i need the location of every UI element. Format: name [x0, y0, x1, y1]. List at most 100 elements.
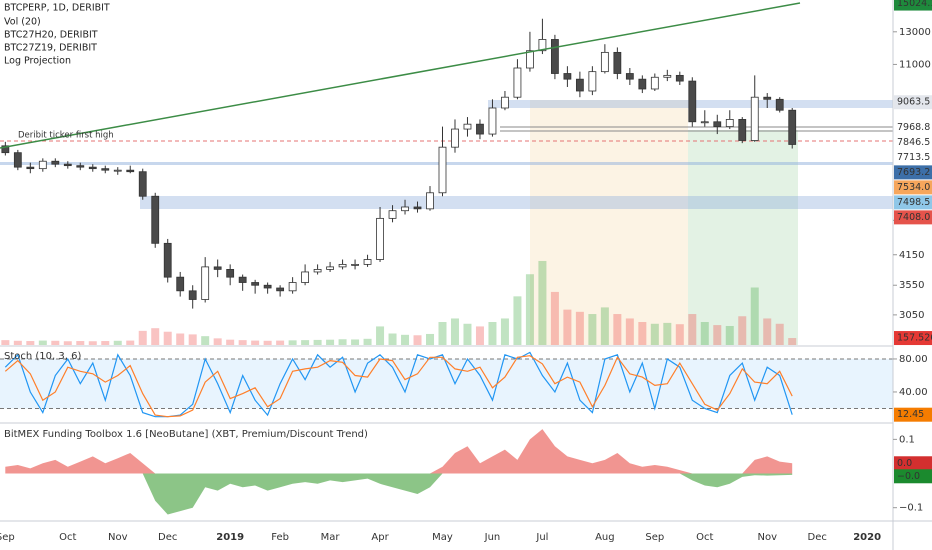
candle-body [750, 96, 759, 141]
candle-body [501, 96, 509, 109]
candle-body [138, 171, 147, 197]
volume-bar [450, 318, 459, 345]
candle-body [113, 169, 122, 172]
volume-bar [176, 333, 185, 345]
volume-bar [126, 340, 135, 345]
price-zone [0, 162, 893, 165]
volume-bar [38, 340, 47, 345]
volume-bar [313, 339, 322, 345]
y-tick-label: 4150 [899, 250, 924, 261]
price-label: 7408.0 [897, 212, 930, 223]
time-axis [0, 521, 932, 550]
candle-body [238, 276, 247, 283]
candle-body [213, 266, 222, 270]
label-box [894, 331, 932, 346]
candle-body [413, 206, 422, 210]
x-tick-label: Sep [0, 532, 15, 543]
label-box [894, 407, 932, 422]
x-tick-label: Jun [484, 532, 501, 543]
label-box [894, 456, 932, 471]
volume-bar [88, 341, 97, 345]
candle-body [126, 169, 135, 173]
x-tick-label: Nov [757, 532, 777, 543]
candle-body [763, 96, 772, 100]
volume-bar [475, 326, 484, 345]
candle-body [476, 123, 484, 135]
candle-body [700, 121, 709, 124]
y-tick-label: 11000 [899, 59, 931, 70]
volume-bar [650, 323, 659, 345]
volume-bar [363, 338, 372, 345]
volume-bar [263, 340, 272, 345]
x-tick-label: Dec [158, 532, 177, 543]
x-tick-label: Apr [371, 532, 389, 543]
volume-bar [76, 341, 85, 345]
volume-bar [600, 307, 609, 345]
legend-item: Log Projection [4, 56, 71, 67]
volume-bar [201, 336, 210, 345]
volume-bar [538, 260, 547, 345]
candle-body [650, 76, 659, 90]
projection-zone [688, 130, 798, 345]
candle-body [663, 74, 672, 78]
candle-body [363, 259, 372, 265]
label-box [894, 195, 932, 210]
candle-body [176, 276, 185, 292]
candle-body [451, 128, 459, 148]
marks [0, 18, 893, 515]
pane-title: BitMEX Funding Toolbox 1.6 [NeoButane] (… [4, 429, 368, 440]
price-label: −0.0 [897, 471, 920, 482]
candle-body [588, 71, 597, 92]
volume-bar [1, 340, 10, 345]
label-box [894, 165, 932, 180]
candle-body [613, 51, 622, 74]
legend-item: BTC27H20, DERIBIT [4, 30, 98, 41]
volume-bar [588, 314, 597, 345]
y-tick-label: −0.1 [899, 503, 923, 514]
candle-body [163, 242, 172, 278]
price-label: 7713.5 [897, 152, 930, 163]
volume-bar [788, 338, 797, 345]
label-box [894, 210, 932, 225]
volume-bar [63, 341, 72, 345]
x-tick-label: Sep [645, 532, 664, 543]
candle-body [338, 263, 347, 268]
volume-bar [113, 340, 122, 345]
x-tick-label: Dec [808, 532, 827, 543]
candle-body [288, 282, 297, 292]
y-tick-label: 13000 [899, 27, 931, 38]
candle-body [88, 166, 97, 170]
volume-bar [401, 334, 410, 345]
candle-body [775, 98, 784, 111]
volume-bar [625, 318, 634, 345]
volume-bar [700, 322, 709, 345]
volume-bar [288, 340, 297, 345]
candle-body [688, 80, 697, 123]
label-box [894, 135, 932, 150]
volume-bar [513, 296, 522, 345]
stoch-band [0, 358, 893, 409]
candle-body [101, 168, 110, 171]
funding-area [5, 473, 793, 515]
candle-body [426, 192, 434, 210]
price-label: 7498.5 [897, 197, 930, 208]
volume-bar [550, 291, 559, 345]
candle-body [376, 217, 384, 260]
x-tick-label: 2020 [853, 532, 881, 543]
volume-bar [188, 334, 197, 345]
price-zone [140, 196, 893, 209]
candle-body [575, 78, 584, 92]
y-tick-label: 3050 [899, 310, 924, 321]
x-tick-label: Feb [271, 532, 289, 543]
label-box [894, 0, 932, 11]
volume-bar [13, 340, 22, 345]
candle-body [301, 271, 310, 283]
candle-body [600, 51, 609, 73]
volume-bar [725, 325, 734, 345]
volume-bar [163, 331, 172, 345]
candle-body [563, 73, 572, 80]
price-label: 157.526M [897, 333, 932, 344]
x-tick-label: Oct [696, 532, 713, 543]
x-tick-label: Oct [59, 532, 76, 543]
y-tick-label: 0.1 [899, 434, 915, 445]
